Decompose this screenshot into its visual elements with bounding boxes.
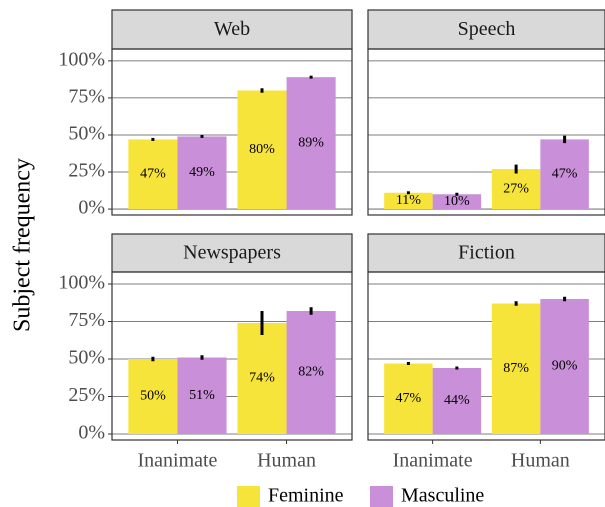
strip xyxy=(367,233,605,273)
y-axis-label: Subject frequency xyxy=(10,158,36,332)
y-tick-label: 100% xyxy=(58,48,105,70)
y-tick-label: 50% xyxy=(68,123,105,145)
facet-title: Newspapers xyxy=(183,242,281,264)
bar xyxy=(177,136,227,210)
y-tick-label: 25% xyxy=(68,160,105,182)
value-label: 49% xyxy=(189,165,215,180)
bar xyxy=(286,77,336,210)
value-label: 47% xyxy=(140,166,166,181)
value-label: 74% xyxy=(249,371,275,386)
legend-label: Feminine xyxy=(268,485,344,507)
bar xyxy=(491,303,541,434)
value-label: 51% xyxy=(189,388,215,403)
y-tick-label: 75% xyxy=(68,309,105,331)
value-label: 47% xyxy=(396,391,422,406)
y-tick-label: 100% xyxy=(58,272,105,294)
value-label: 27% xyxy=(503,181,529,196)
value-label: 44% xyxy=(444,393,470,408)
bar xyxy=(177,357,227,434)
bar xyxy=(540,299,589,434)
value-label: 47% xyxy=(552,166,578,181)
y-tick-label: 0% xyxy=(78,197,105,219)
bar xyxy=(540,139,589,210)
legend-swatch xyxy=(370,486,393,507)
panel-border xyxy=(111,271,353,441)
value-label: 80% xyxy=(249,142,275,157)
bar xyxy=(128,139,178,210)
value-label: 87% xyxy=(503,361,529,376)
value-label: 10% xyxy=(444,194,470,209)
bar xyxy=(491,169,541,210)
y-tick-label: 25% xyxy=(68,384,105,406)
bar xyxy=(128,359,178,434)
bar xyxy=(384,363,433,434)
y-tick-label: 75% xyxy=(68,86,105,108)
bar xyxy=(432,368,482,434)
bar xyxy=(237,323,287,434)
strip xyxy=(111,9,353,50)
value-label: 50% xyxy=(140,389,166,404)
bar xyxy=(384,192,433,210)
y-tick-label: 50% xyxy=(68,347,105,369)
legend-label: Masculine xyxy=(401,485,484,507)
bar xyxy=(432,194,482,210)
panel-border xyxy=(111,48,353,216)
facet-title: Fiction xyxy=(458,242,515,264)
x-tick-label: Human xyxy=(257,450,316,472)
value-label: 11% xyxy=(396,193,421,208)
facet-title: Web xyxy=(214,18,250,40)
value-label: 90% xyxy=(552,359,578,374)
facet-title: Speech xyxy=(458,18,516,40)
x-tick-label: Inanimate xyxy=(137,450,217,472)
value-label: 82% xyxy=(298,365,324,380)
panel-border xyxy=(367,48,605,216)
value-label: 89% xyxy=(298,135,324,150)
y-tick-label: 0% xyxy=(78,422,105,444)
strip xyxy=(367,9,605,50)
legend-swatch xyxy=(237,486,260,507)
x-tick-label: Human xyxy=(511,450,570,472)
bar xyxy=(237,90,287,210)
x-tick-label: Inanimate xyxy=(393,450,473,472)
strip xyxy=(111,233,353,273)
bar xyxy=(286,311,336,434)
panel-border xyxy=(367,271,605,441)
